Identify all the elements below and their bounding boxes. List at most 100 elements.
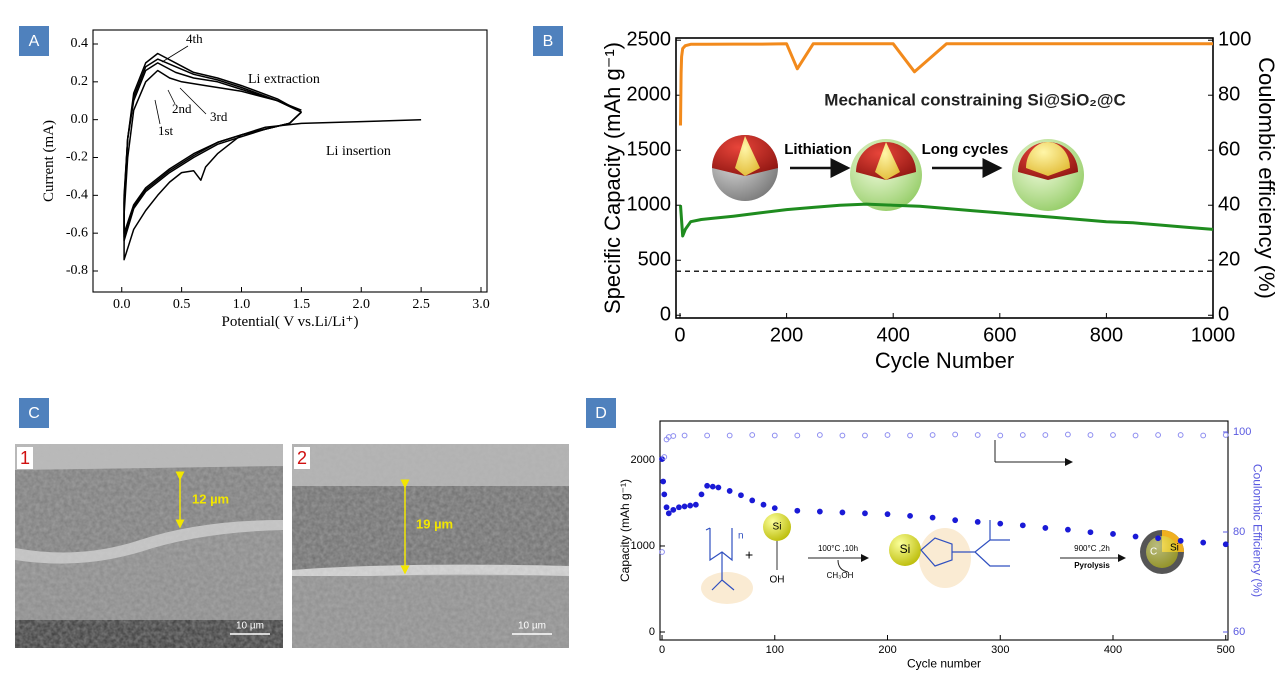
data-point (670, 433, 677, 439)
data-point (794, 507, 801, 514)
data-point (661, 491, 668, 498)
x-tick-label: 0.0 (113, 297, 131, 312)
series-label: 2nd (172, 101, 192, 116)
data-point (839, 432, 846, 439)
scheme-label: Lithiation (784, 141, 852, 158)
data-point (862, 432, 868, 439)
data-point (726, 432, 733, 439)
panel-letter: D (595, 405, 607, 422)
data-point (760, 501, 767, 508)
y-tick-label: 1000 (627, 194, 672, 216)
sphere (850, 139, 922, 211)
data-point (749, 497, 756, 504)
x-tick-label: 1.5 (293, 297, 311, 312)
data-point (997, 520, 1004, 527)
data-point (698, 491, 705, 498)
data-point (771, 432, 778, 439)
data-point (907, 432, 913, 439)
y-tick-label: -0.6 (66, 225, 88, 240)
panel-label: D (586, 398, 616, 428)
scheme-text: 100°C ,10h (818, 544, 858, 553)
x-tick-label: 1000 (1191, 324, 1236, 346)
data-line (123, 62, 302, 234)
scheme-text: 900°C ,2h (1074, 544, 1110, 553)
data-point (952, 431, 959, 438)
data-point (1200, 432, 1207, 439)
y-tick-label: 0.4 (71, 36, 89, 51)
data-point (1222, 432, 1229, 438)
scheme-text: OH (770, 575, 785, 586)
data-point (749, 432, 756, 438)
data-point (1155, 432, 1161, 438)
x-tick-label: 200 (770, 324, 803, 346)
y2-tick-label: 80 (1218, 83, 1240, 105)
x-tick-label: 400 (1104, 644, 1122, 656)
x-tick-label: 0 (674, 324, 685, 346)
data-point (816, 432, 823, 438)
data-point (1065, 431, 1071, 438)
x-tick-label: 0 (659, 644, 665, 656)
y-tick-label: -0.2 (66, 150, 88, 165)
y-tick-label: 2000 (627, 83, 672, 105)
y-axis-label: Current (mA) (41, 120, 57, 202)
data-point (1177, 432, 1184, 438)
plot-frame (92, 29, 488, 293)
thickness-label: 12 µm (192, 491, 229, 506)
data-point (738, 492, 744, 499)
y-tick-label: -0.4 (66, 188, 88, 203)
scheme-d: n + Si OH 100°C ,10h CH₃OH Si 900°C ,2h … (695, 510, 1205, 620)
y-tick-label: 1000 (631, 540, 655, 552)
data-point (974, 432, 981, 438)
data-point (1019, 522, 1026, 529)
panel-label: B (533, 26, 563, 56)
x-tick-label: 0.5 (173, 297, 191, 312)
data-point (884, 511, 891, 518)
x-tick-label: 2.0 (353, 297, 371, 312)
y2-axis-label: Coulombic efficiency (%) (1254, 57, 1279, 299)
data-point (663, 504, 670, 511)
y-tick-label: 0 (649, 626, 655, 638)
sphere (712, 135, 778, 201)
data-point (794, 432, 801, 439)
data-point (1087, 529, 1094, 536)
y-tick-label: 1500 (627, 139, 672, 161)
y-tick-label: 2500 (627, 28, 672, 50)
data-point (1110, 531, 1116, 537)
scheme-label: Long cycles (922, 141, 1009, 158)
y-tick-label: 2000 (631, 454, 655, 466)
scale-bar-label: 10 µm (518, 621, 546, 632)
data-point (659, 549, 665, 555)
scheme-text: Si (773, 522, 782, 533)
data-point (862, 510, 868, 517)
data-point (997, 432, 1004, 439)
data-point (907, 512, 913, 519)
scheme-text: C (1150, 547, 1157, 558)
data-point (1042, 432, 1049, 438)
data-point (839, 509, 846, 516)
y-tick-label: 0 (660, 304, 671, 326)
scheme-b: Mechanical constraining Si@SiO₂@C Lithia… (712, 90, 1126, 211)
data-point (771, 505, 778, 512)
data-point (952, 517, 959, 524)
y2-tick-label: 0 (1218, 304, 1229, 326)
data-point (1132, 533, 1139, 540)
data-point (1110, 432, 1116, 438)
y-tick-label: -0.8 (66, 263, 88, 278)
x-axis-label: Cycle Number (875, 348, 1014, 373)
x-axis-label: Cycle number (907, 656, 981, 670)
data-point (1042, 525, 1049, 531)
scheme-text: Si (900, 542, 911, 556)
series-label: 1st (158, 123, 174, 138)
panel-label: C (19, 398, 49, 428)
data-point (681, 432, 688, 439)
scheme-title: Mechanical constraining Si@SiO₂@C (824, 90, 1125, 109)
data-point (816, 508, 823, 515)
y-axis-label: Capacity (mAh g⁻¹) (618, 479, 632, 582)
x-tick-label: 600 (983, 324, 1016, 346)
data-point (665, 510, 672, 517)
data-point (929, 514, 936, 521)
data-point (661, 454, 668, 460)
x-tick-label: 100 (766, 644, 784, 656)
data-point (704, 432, 711, 439)
data-point (670, 506, 677, 513)
